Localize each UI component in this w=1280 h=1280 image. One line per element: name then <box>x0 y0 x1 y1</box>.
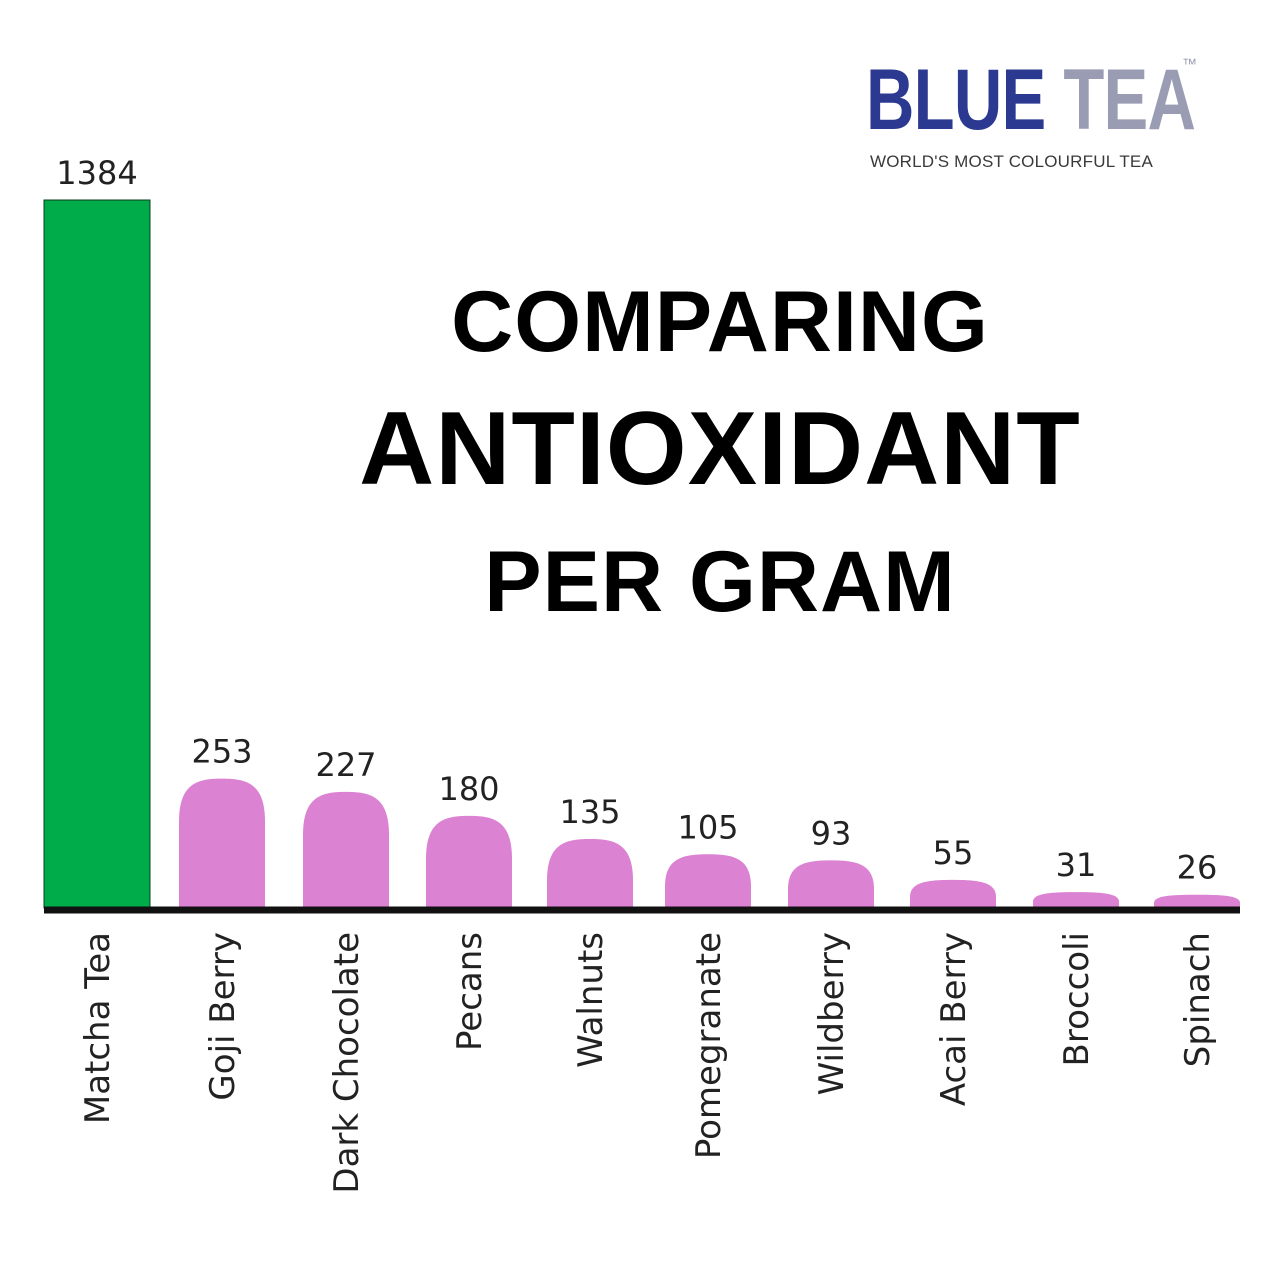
value-label-goji-berry: 253 <box>191 733 252 771</box>
bar-acai-berry <box>910 879 996 908</box>
trademark-symbol: ™ <box>1182 56 1197 73</box>
bar-pecans <box>426 815 512 908</box>
chart-title-line-2: ANTIOXIDANT <box>359 391 1081 507</box>
category-label-pecans: Pecans <box>450 932 490 1051</box>
category-label-pomegranate: Pomegranate <box>689 932 729 1159</box>
value-label-pecans: 180 <box>438 770 499 808</box>
value-label-pomegranate: 105 <box>677 808 738 846</box>
bar-pomegranate <box>665 854 751 908</box>
bar-walnuts <box>547 838 633 908</box>
category-label-goji-berry: Goji Berry <box>203 932 243 1101</box>
value-label-walnuts: 135 <box>559 793 620 831</box>
value-label-dark-chocolate: 227 <box>315 746 376 784</box>
brand-name: BLUE TEA <box>866 52 1196 148</box>
category-label-acai-berry: Acai Berry <box>934 932 974 1106</box>
category-label-dark-chocolate: Dark Chocolate <box>327 932 367 1194</box>
brand-tagline: WORLD'S MOST COLOURFUL TEA <box>870 152 1154 171</box>
value-label-spinach: 26 <box>1177 849 1218 887</box>
bar-wildberry <box>788 860 874 908</box>
brand-name-tea: TEA <box>1063 52 1196 148</box>
chart-title-line-1: COMPARING <box>451 274 989 370</box>
bar-matcha-tea <box>43 199 151 909</box>
bar-goji-berry <box>179 778 265 908</box>
bar-dark-chocolate <box>303 791 389 908</box>
brand-name-blue: BLUE <box>866 52 1046 148</box>
brand-logo: BLUE TEA ™ WORLD'S MOST COLOURFUL TEA <box>860 52 1200 182</box>
category-label-walnuts: Walnuts <box>571 932 611 1068</box>
value-label-wildberry: 93 <box>811 814 852 852</box>
value-label-matcha-tea: 1384 <box>56 154 137 192</box>
value-label-acai-berry: 55 <box>933 834 974 872</box>
chart-title-line-3: PER GRAM <box>484 534 956 630</box>
bar-spinach <box>1154 894 1240 908</box>
category-label-spinach: Spinach <box>1178 932 1218 1067</box>
category-label-wildberry: Wildberry <box>812 932 852 1095</box>
value-label-broccoli: 31 <box>1056 846 1097 884</box>
category-label-broccoli: Broccoli <box>1057 932 1097 1066</box>
category-label-matcha-tea: Matcha Tea <box>78 932 118 1124</box>
bar-broccoli <box>1033 892 1119 908</box>
